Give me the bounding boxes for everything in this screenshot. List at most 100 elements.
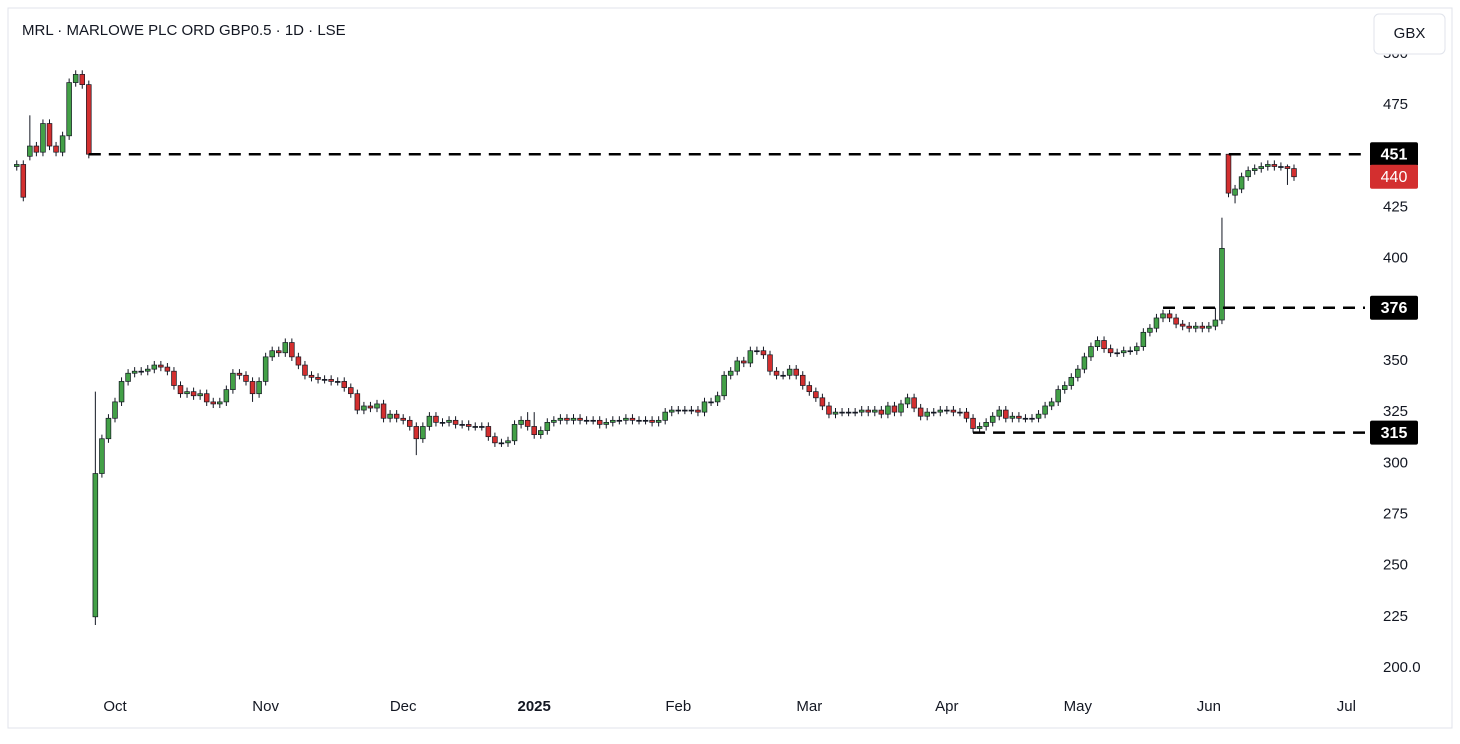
x-tick-label: 2025 (518, 698, 551, 715)
candle-body (505, 440, 511, 444)
last-price-label: 440 (1381, 169, 1408, 186)
candle-body (498, 442, 505, 445)
y-tick-label: 200.0 (1383, 659, 1421, 676)
candle-body (341, 381, 348, 388)
candle-body (33, 145, 40, 153)
candle-body (400, 417, 406, 421)
candle-body (996, 409, 1002, 417)
plot-area (14, 70, 1297, 626)
candle-body (112, 401, 118, 419)
x-tick-label: Apr (935, 698, 958, 715)
candle-body (1153, 317, 1160, 329)
candle-body (158, 364, 164, 368)
candle-body (583, 419, 590, 422)
candle-body (596, 419, 603, 425)
candle-body (361, 405, 367, 411)
candle-body (1245, 170, 1251, 178)
candle-body (662, 411, 668, 421)
candle-body (898, 403, 904, 413)
candle-body (1140, 331, 1147, 347)
candle-body (1199, 325, 1206, 329)
candle-body (518, 419, 524, 425)
candle-body (426, 415, 433, 427)
candle-body (970, 417, 976, 429)
x-tick-label: Oct (103, 698, 127, 715)
candle-body (459, 424, 465, 426)
candle-body (1003, 409, 1009, 419)
candle-body (1107, 348, 1114, 354)
candle-body (636, 419, 642, 422)
candle-body (1186, 325, 1192, 329)
candle-body (210, 401, 217, 405)
candle-body (610, 419, 616, 423)
currency-button-box[interactable] (1373, 13, 1446, 55)
candle-body (957, 411, 963, 414)
y-tick-label: 225 (1383, 608, 1408, 625)
candle-body (721, 374, 727, 397)
candle-body (66, 82, 72, 137)
candle-body (479, 426, 485, 428)
candle-body (1094, 340, 1101, 347)
candle-body (511, 424, 518, 442)
currency-button[interactable]: GBX (1394, 25, 1426, 42)
candle-body (1179, 323, 1186, 327)
candle-body (472, 426, 479, 428)
candle-body (872, 409, 878, 413)
chart-title: MRL · MARLOWE PLC ORD GBP0.5 · 1D · LSE (22, 22, 346, 39)
candle-body (963, 411, 970, 419)
candle-body (393, 413, 400, 419)
candle-body (885, 405, 891, 415)
chart-frame (7, 7, 1453, 729)
x-tick-label: Mar (796, 698, 822, 715)
candle-body (315, 376, 321, 380)
candle-body (786, 368, 793, 376)
candle-body (433, 415, 439, 423)
candle-body (177, 385, 184, 395)
candle-body (917, 407, 924, 417)
candle-body (1219, 248, 1225, 321)
level-label-box (1370, 142, 1418, 167)
candle-body (14, 164, 20, 167)
candle-body (230, 372, 236, 390)
candle-body (1088, 346, 1094, 358)
y-tick-label: 475 (1383, 96, 1408, 113)
candle-body (1192, 325, 1199, 329)
level-label: 451 (1381, 146, 1408, 163)
candle-body (184, 391, 190, 395)
candle-body (616, 419, 623, 422)
candle-body (243, 374, 249, 382)
y-tick-label: 325 (1383, 403, 1408, 420)
candle-body (629, 417, 636, 421)
candle-body (734, 360, 740, 372)
candle-body (125, 372, 131, 382)
candle-body (1016, 415, 1022, 419)
candle-body (773, 370, 780, 376)
x-tick-label: Feb (665, 698, 691, 715)
candle-body (1206, 325, 1212, 329)
candle-body (46, 123, 53, 147)
candle-body (806, 385, 813, 393)
candle-body (760, 350, 767, 356)
candle-body (334, 381, 341, 383)
candle-body (1212, 319, 1219, 327)
candle-body (911, 397, 917, 409)
candle-body (819, 397, 826, 407)
candle-body (891, 405, 898, 413)
candle-body (1278, 166, 1284, 168)
level-label: 376 (1381, 300, 1408, 317)
candle-body (328, 379, 334, 382)
candle-body (924, 411, 930, 417)
candle-body (413, 426, 420, 440)
candle-body (249, 381, 256, 395)
candle-body (708, 401, 714, 404)
y-tick-label: 350 (1383, 352, 1408, 369)
candle-body (623, 417, 629, 421)
candle-body (557, 417, 564, 421)
level-label: 315 (1381, 425, 1408, 442)
candle-body (832, 411, 839, 415)
candle-body (1232, 188, 1238, 196)
x-tick-label: May (1064, 698, 1093, 715)
candle-body (904, 397, 911, 405)
candle-body (1022, 417, 1029, 420)
